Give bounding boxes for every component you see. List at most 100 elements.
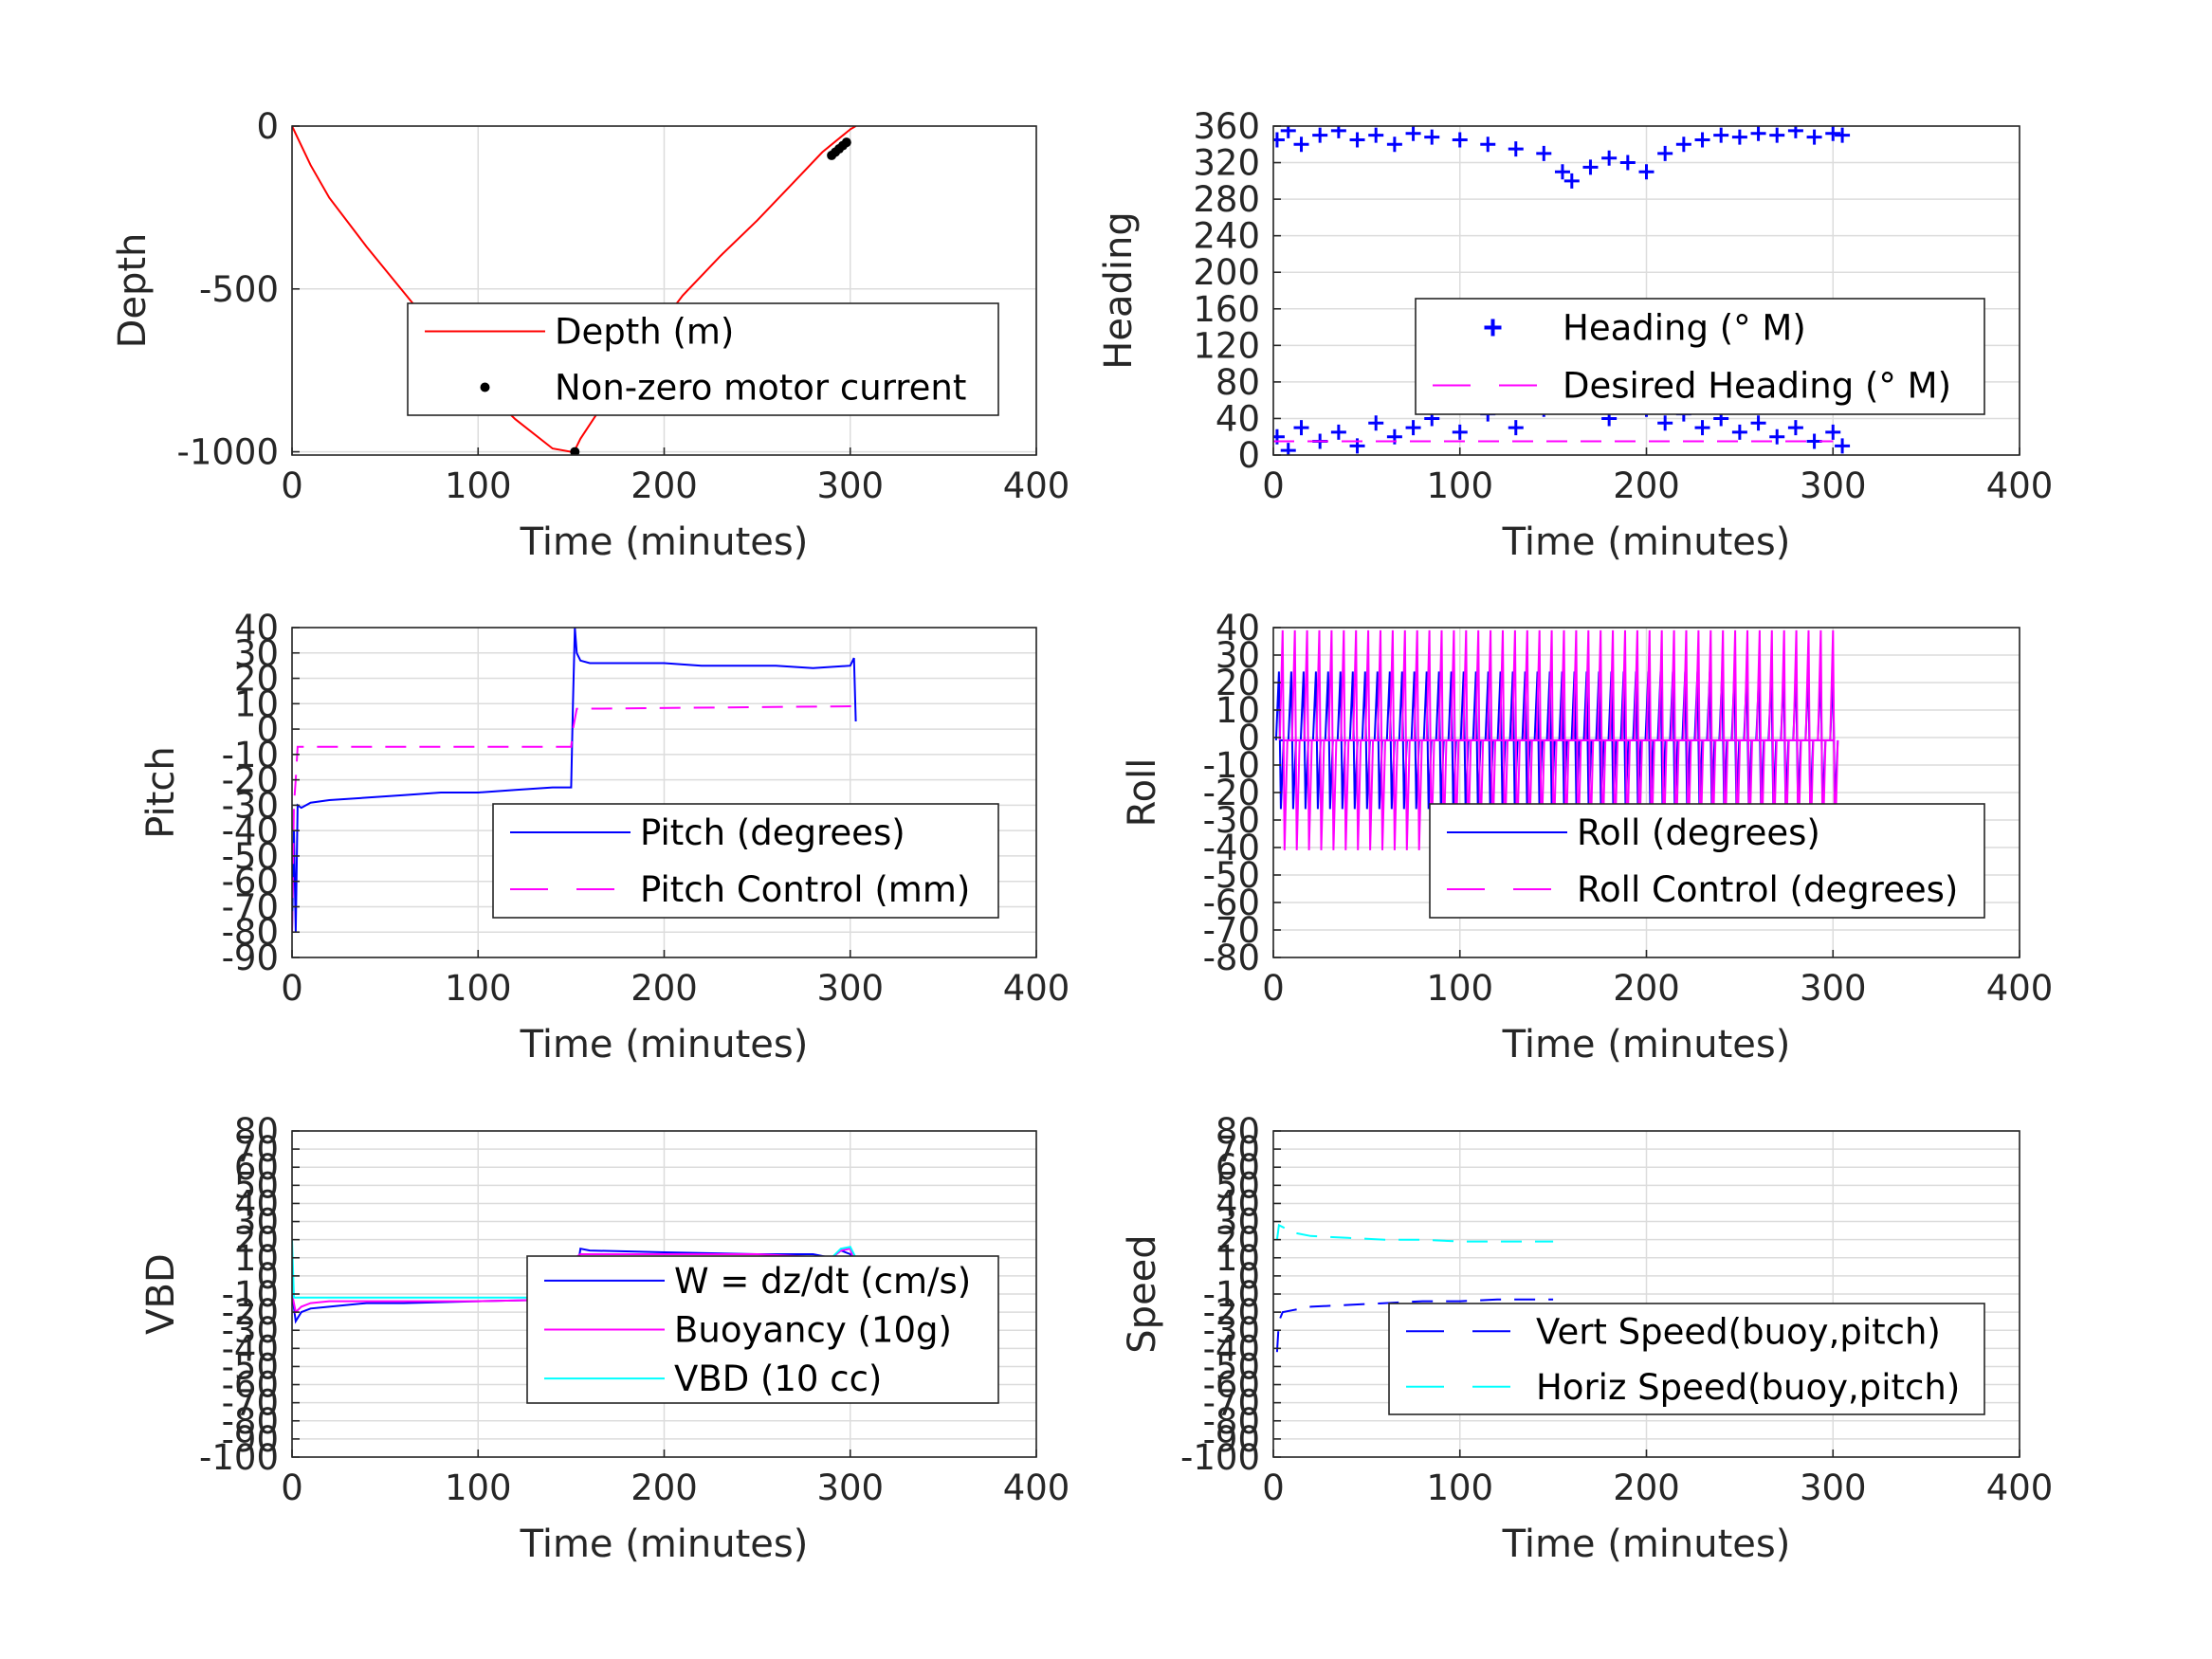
y-tick-label: -50: [1203, 855, 1260, 896]
legend-label: Heading (° M): [1563, 308, 1806, 349]
y-tick-label: -10: [1203, 1274, 1260, 1315]
legend-label: Non-zero motor current: [555, 368, 966, 409]
data-point: [1657, 415, 1673, 431]
legend-label: Depth (m): [555, 312, 734, 353]
data-point: [1312, 127, 1328, 143]
legend-label: W = dz/dt (cm/s): [674, 1261, 971, 1302]
y-tick-label: 30: [234, 1202, 279, 1243]
data-point: [1330, 126, 1346, 138]
legend-label: Pitch (degrees): [640, 812, 905, 853]
x-tick-label: 400: [1986, 1468, 2054, 1508]
data-point: [1330, 424, 1346, 440]
y-tick-label: 0: [256, 709, 279, 750]
x-tick-label: 0: [1262, 465, 1285, 506]
y-tick-label: 0: [1237, 435, 1260, 476]
y-tick-label: 320: [1193, 143, 1260, 184]
x-tick-label: 0: [281, 465, 303, 506]
y-tick-label: 80: [234, 1111, 279, 1152]
x-tick-label: 300: [1800, 1468, 1867, 1508]
chart-heading: 0 100 200 300 40004080120160200240280320360T…: [1097, 106, 2053, 564]
legend-box: [1388, 1303, 1985, 1415]
data-point: [1280, 126, 1296, 138]
legend-box: [1415, 298, 1985, 415]
y-tick-label: 120: [1193, 325, 1260, 366]
legend-swatch: [1484, 319, 1502, 337]
x-axis-label: Time (minutes): [1502, 520, 1791, 564]
data-point: [1638, 164, 1654, 180]
x-tick-label: 400: [1003, 1468, 1070, 1508]
data-point: [1480, 137, 1496, 153]
x-tick-label: 200: [1613, 1468, 1680, 1508]
y-tick-label: 40: [1216, 1183, 1260, 1224]
data-point: [1750, 126, 1766, 141]
y-tick-label: 50: [234, 1165, 279, 1206]
data-point: [1452, 424, 1468, 440]
data-point: [1731, 129, 1747, 145]
series-line: [1275, 1298, 1554, 1353]
y-tick-label: -80: [222, 912, 279, 953]
y-tick-label: 40: [1216, 398, 1260, 439]
y-tick-label: 30: [234, 633, 279, 674]
data-point: [1619, 155, 1636, 171]
y-tick-label: -10: [222, 735, 279, 775]
data-point: [1368, 127, 1384, 143]
y-tick-label: 240: [1193, 216, 1260, 257]
y-tick-label: -60: [1203, 883, 1260, 923]
y-tick-label: 40: [234, 608, 279, 648]
y-tick-label: -100: [1180, 1437, 1260, 1478]
y-tick-label: -50: [222, 836, 279, 877]
y-tick-label: 60: [1216, 1147, 1260, 1188]
data-point: [1554, 164, 1570, 180]
x-tick-label: 400: [1003, 968, 1070, 1009]
y-tick-label: -30: [1203, 1310, 1260, 1351]
y-tick-label: 20: [1216, 663, 1260, 703]
legend-swatch: [480, 382, 490, 392]
x-tick-label: 200: [1613, 968, 1680, 1009]
data-point: [1405, 420, 1421, 436]
y-tick-label: 0: [1237, 1256, 1260, 1297]
x-tick-label: 400: [1986, 465, 2054, 506]
y-tick-label: 40: [1216, 608, 1260, 648]
y-tick-label: -20: [222, 1292, 279, 1333]
y-tick-label: 20: [1216, 1220, 1260, 1261]
x-tick-label: 100: [1426, 465, 1493, 506]
legend-label: Buoyancy (10g): [674, 1310, 952, 1351]
series-line: [1278, 629, 1839, 850]
data-point: [1787, 420, 1803, 436]
data-point: [1601, 150, 1618, 166]
series-group: [292, 628, 857, 933]
y-tick-label: -50: [1203, 1346, 1260, 1387]
y-tick-label: 160: [1193, 289, 1260, 330]
y-tick-label: -70: [222, 1383, 279, 1424]
y-axis-label: VBD: [139, 1253, 183, 1335]
y-tick-label: 280: [1193, 179, 1260, 220]
x-tick-label: 0: [1262, 968, 1285, 1009]
y-tick-label: -40: [1203, 828, 1260, 868]
series-group: [1273, 126, 1851, 455]
data-point: [1806, 129, 1822, 145]
data-point: [1657, 145, 1673, 161]
data-point: [1713, 127, 1729, 143]
data-point: [1405, 126, 1421, 141]
x-axis-label: Time (minutes): [1502, 1522, 1791, 1566]
x-tick-label: 300: [1800, 968, 1867, 1009]
y-tick-label: -90: [222, 938, 279, 978]
legend: Vert Speed(buoy,pitch) Horiz Speed(buoy,p…: [1388, 1303, 1985, 1415]
series-group: [1274, 629, 1839, 850]
y-tick-label: -40: [222, 811, 279, 851]
chart-pitch: 0 100 200 300 400-90-80-70-60-50-40-30-20-10…: [139, 608, 1069, 1066]
y-tick-label: 80: [1216, 1111, 1260, 1152]
legend-label: VBD (10 cc): [674, 1358, 882, 1399]
series-line: [292, 705, 854, 933]
y-tick-label: -10: [222, 1274, 279, 1315]
x-tick-label: 200: [631, 968, 698, 1009]
x-tick-label: 300: [816, 1468, 884, 1508]
x-tick-label: 400: [1003, 465, 1070, 506]
data-point: [1582, 159, 1599, 175]
y-tick-label: -30: [1203, 800, 1260, 841]
chart-roll: 0 100 200 300 400-80-70-60-50-40-30-20-10010…: [1121, 608, 2053, 1066]
data-point: [570, 447, 580, 455]
x-tick-label: 0: [1262, 1468, 1285, 1508]
data-point: [1731, 424, 1747, 440]
y-tick-label: -20: [222, 760, 279, 801]
